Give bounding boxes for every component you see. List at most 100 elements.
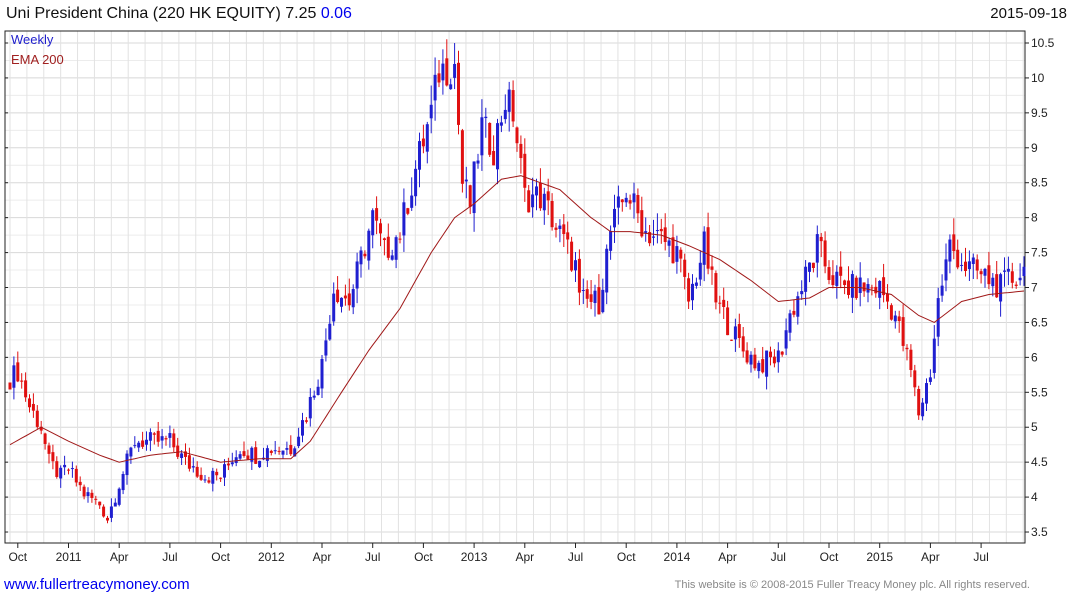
candle-body: [901, 317, 905, 346]
y-tick-label: 9.5: [1031, 106, 1048, 120]
x-tick-label: Oct: [820, 550, 839, 564]
y-tick-label: 10: [1031, 71, 1045, 85]
candle-body: [874, 286, 878, 294]
candle-body: [800, 291, 804, 295]
candle-body: [804, 266, 808, 292]
candle-body: [1018, 277, 1022, 281]
candle-body: [737, 324, 741, 339]
candle-body: [659, 228, 663, 232]
candle-body: [343, 295, 347, 299]
y-tick-label: 3.5: [1031, 525, 1048, 539]
candle-body: [886, 293, 889, 302]
candle-body: [418, 141, 421, 170]
candle-body: [761, 359, 765, 373]
candle-body: [70, 468, 74, 470]
candle-body: [698, 262, 702, 280]
x-tick-label: Oct: [8, 550, 27, 564]
candle-body: [242, 451, 246, 456]
candle-body: [948, 239, 952, 262]
candle-body: [831, 275, 835, 286]
candle-body: [605, 248, 609, 293]
candle-body: [414, 168, 418, 197]
candle-body: [570, 241, 574, 271]
candle-body: [74, 468, 78, 483]
chart-title: Uni President China (220 HK EQUITY) 7.25…: [6, 5, 352, 23]
chart-date: 2015-09-18: [990, 5, 1067, 22]
candle-body: [613, 208, 616, 228]
candle-body: [207, 480, 211, 483]
candle-body: [304, 420, 308, 422]
candle-body: [316, 386, 320, 395]
candle-body: [269, 450, 273, 453]
y-tick-label: 4.5: [1031, 455, 1048, 469]
candle-body: [59, 467, 63, 479]
candle-body: [371, 210, 375, 236]
candle-body: [301, 420, 304, 436]
candle-body: [238, 454, 242, 459]
candle-body: [320, 358, 324, 389]
candle-body: [90, 492, 94, 498]
candle-body: [102, 506, 106, 517]
candles: [8, 39, 1026, 524]
candle-body: [784, 330, 788, 349]
site-link[interactable]: www.fullertreacymoney.com: [4, 576, 190, 593]
candle-body: [433, 74, 437, 101]
candle-body: [589, 294, 593, 302]
candle-body: [909, 349, 913, 370]
candle-body: [336, 289, 340, 303]
candle-body: [815, 234, 819, 263]
candle-body: [375, 208, 379, 221]
candle-body: [332, 293, 336, 322]
candle-body: [176, 445, 180, 457]
candle-body: [710, 266, 714, 270]
candle-body: [394, 237, 398, 260]
candle-body: [683, 259, 687, 277]
candle-body: [722, 299, 726, 307]
candle-body: [234, 457, 238, 464]
candle-body: [117, 488, 121, 505]
candle-body: [936, 298, 940, 337]
candle-body: [141, 440, 145, 447]
candle-body: [531, 194, 535, 208]
candle-body: [663, 227, 667, 242]
candle-body: [769, 351, 772, 358]
candle-body: [488, 122, 492, 155]
y-tick-label: 7: [1031, 281, 1038, 295]
candle-body: [928, 377, 932, 382]
candle-body: [199, 474, 203, 480]
candle-body: [714, 273, 718, 303]
candle-body: [991, 277, 995, 287]
candle-body: [574, 260, 577, 271]
candle-body: [113, 502, 117, 507]
candle-body: [597, 287, 601, 315]
candle-body: [460, 130, 464, 184]
x-tick-label: 2013: [461, 550, 488, 564]
candle-body: [562, 224, 566, 235]
candle-body: [987, 265, 991, 285]
candle-body: [523, 153, 527, 188]
x-tick-label: Apr: [313, 550, 332, 564]
candle-body: [39, 426, 43, 431]
candle-body: [554, 227, 558, 230]
candle-body: [776, 350, 780, 363]
candle-body: [667, 240, 671, 246]
candle-body: [16, 362, 20, 382]
candle-body: [601, 289, 605, 313]
candle-body: [425, 124, 429, 152]
x-tick-label: Jul: [973, 550, 988, 564]
candle-body: [975, 259, 979, 271]
candle-body: [792, 310, 796, 315]
candle-body: [882, 277, 886, 296]
candle-body: [168, 433, 172, 438]
candle-body: [379, 223, 382, 234]
candle-body: [347, 293, 351, 306]
candle-body: [624, 197, 628, 203]
x-tick-label: 2015: [866, 550, 893, 564]
candle-body: [640, 210, 644, 237]
candle-body: [503, 109, 507, 120]
candle-body: [967, 261, 971, 270]
candle-body: [293, 448, 297, 457]
candle-body: [519, 143, 523, 159]
candle-body: [745, 350, 749, 363]
candle-body: [648, 232, 652, 244]
